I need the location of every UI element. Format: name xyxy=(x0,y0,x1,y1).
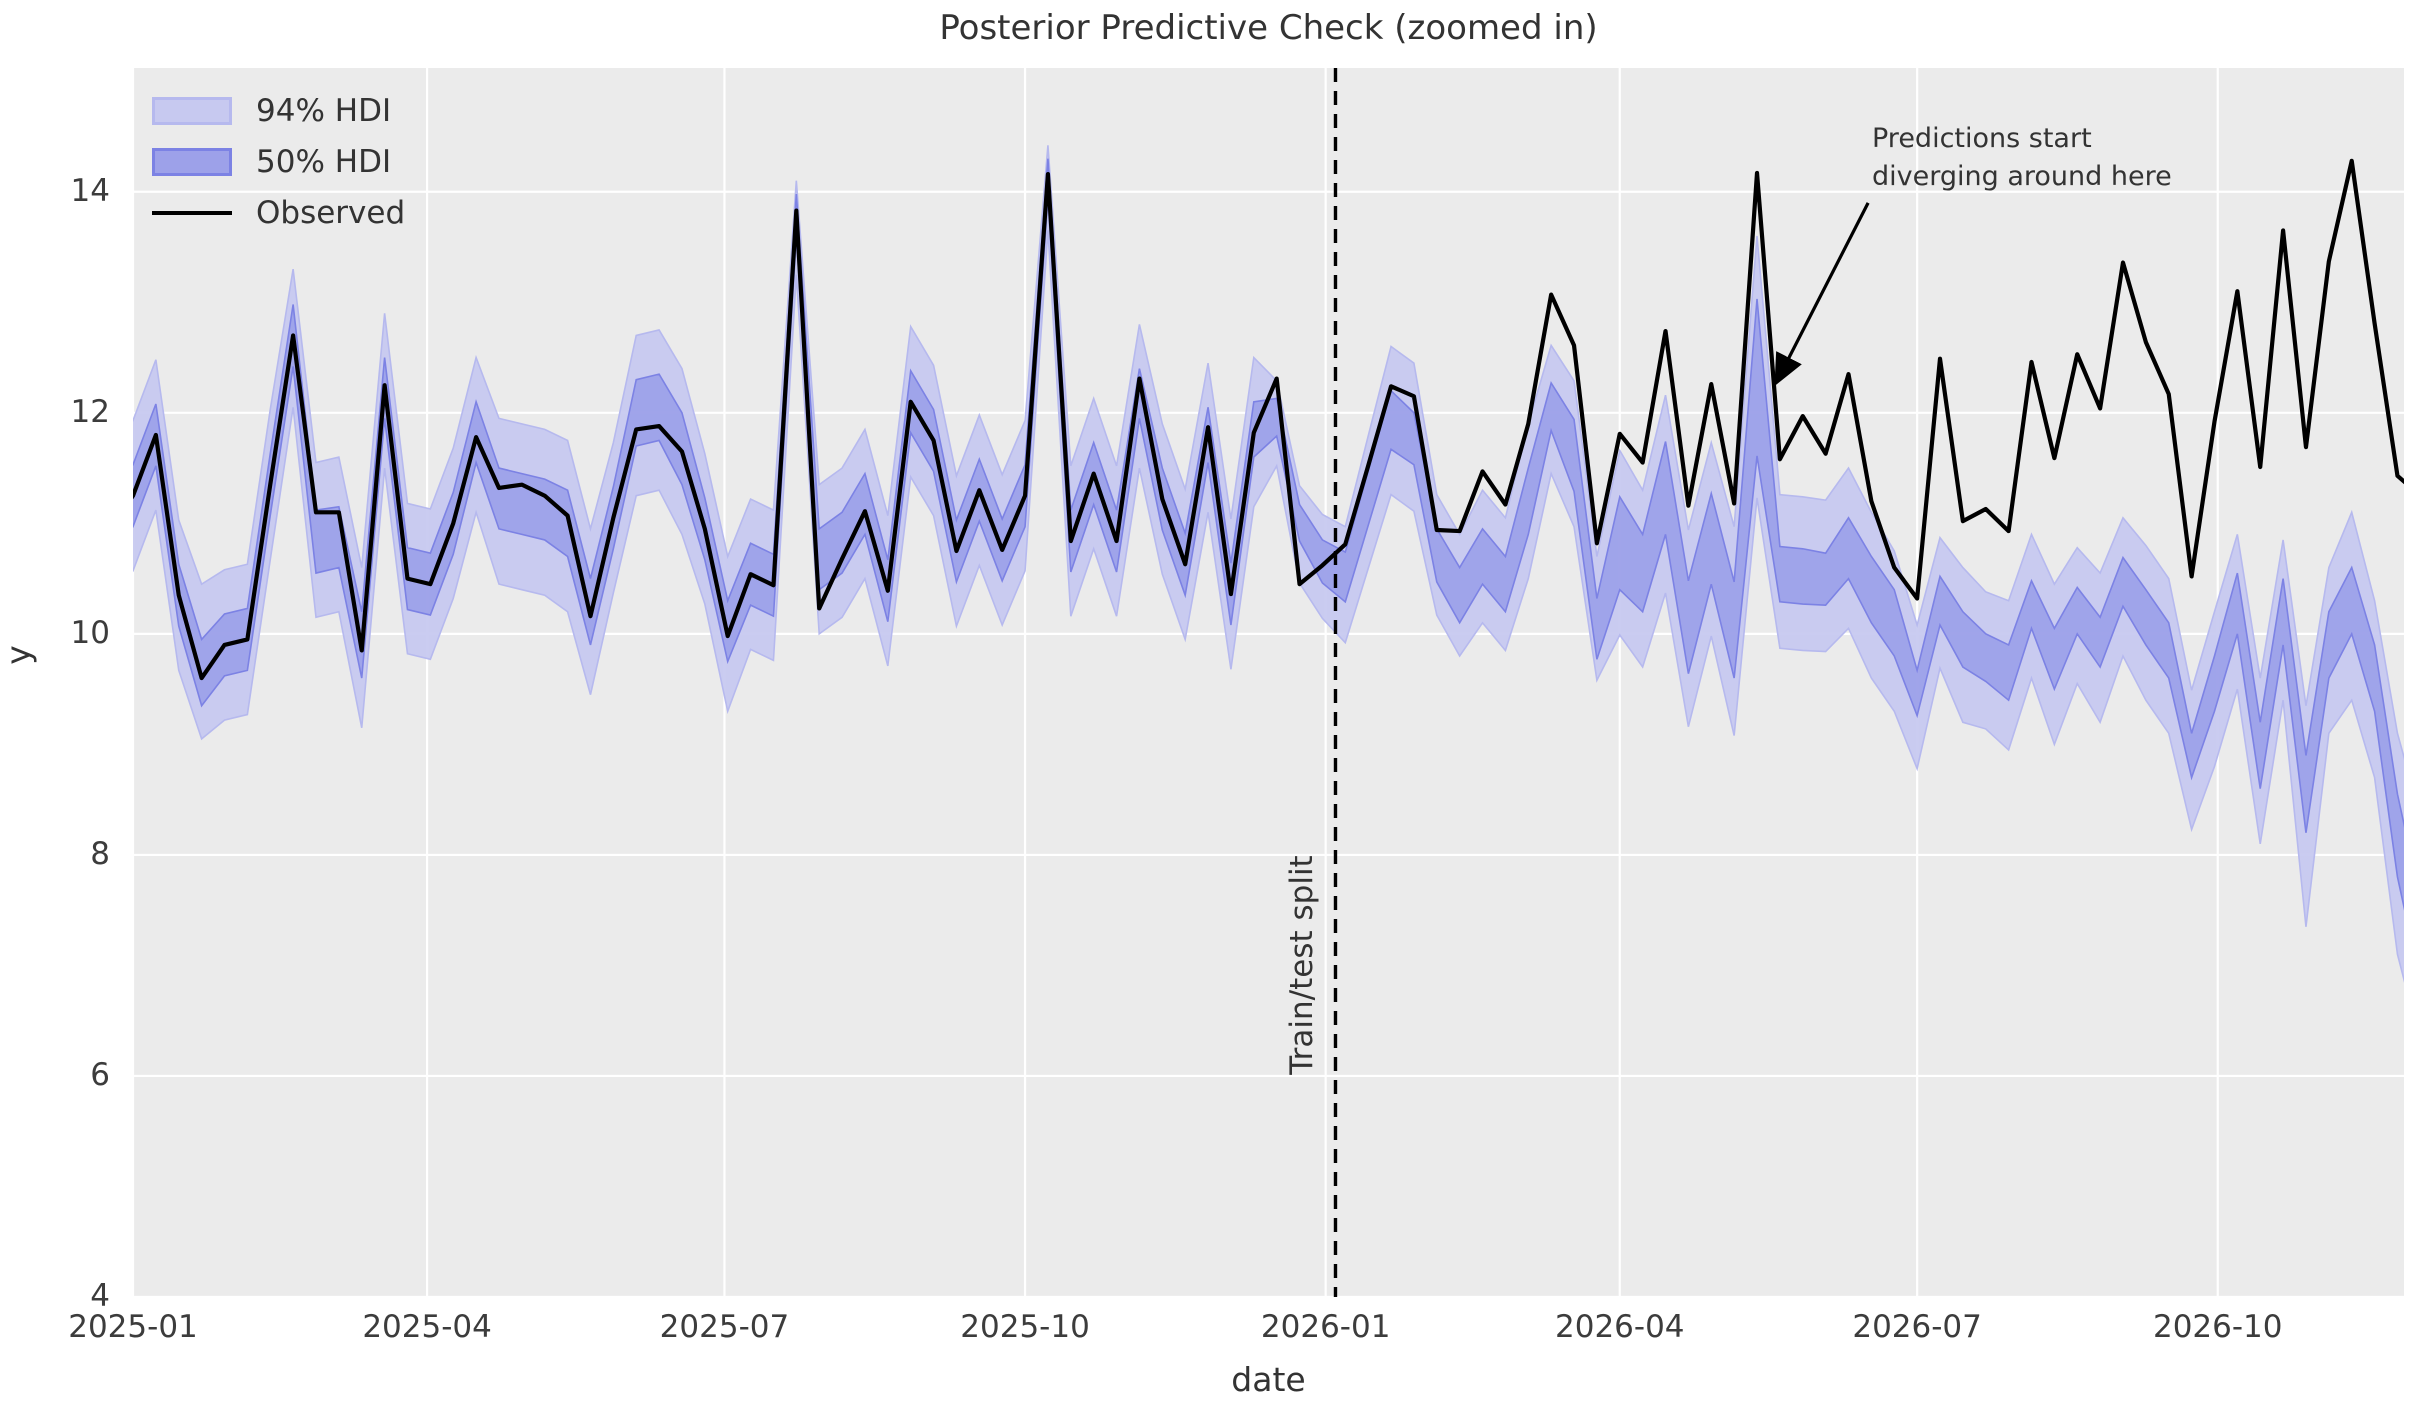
x-tick-label: 2025-07 xyxy=(659,1309,790,1345)
y-tick-label: 4 xyxy=(90,1278,110,1314)
x-tick-label: 2025-01 xyxy=(68,1309,198,1345)
gridlines xyxy=(131,68,2404,1299)
annotation-line-2: diverging around here xyxy=(1872,160,2172,192)
x-tick-label: 2025-04 xyxy=(362,1309,492,1345)
x-axis-label: date xyxy=(1231,1360,1306,1399)
train-test-split-label: Train/test split xyxy=(1284,855,1320,1075)
y-tick-label: 14 xyxy=(70,172,110,209)
x-tick-label: 2026-01 xyxy=(1260,1309,1391,1345)
hdi50-band xyxy=(133,158,2404,911)
legend-item-50-hdi: 50% HDI xyxy=(152,144,405,180)
y-tick-label: 6 xyxy=(90,1056,110,1093)
y-tick-label: 8 xyxy=(90,835,110,872)
hdi94-band xyxy=(133,145,2404,983)
x-tick-label: 2025-10 xyxy=(960,1309,1090,1345)
x-tick-label: 2026-04 xyxy=(1555,1309,1685,1345)
legend-label: Observed xyxy=(256,195,406,231)
legend-item-observed: Observed xyxy=(152,195,406,231)
legend-item-94-hdi: 94% HDI xyxy=(152,93,405,129)
annotation-line-1: Predictions start xyxy=(1872,123,2092,154)
annotation-text: Predictions start diverging around here xyxy=(1872,120,2172,196)
hdi94-swatch-icon xyxy=(152,97,232,125)
legend-label: 50% HDI xyxy=(256,144,392,180)
x-tick-label: 2026-10 xyxy=(2152,1309,2283,1345)
hdi50-swatch-icon xyxy=(152,148,232,176)
legend-label: 94% HDI xyxy=(256,93,392,129)
observed-line xyxy=(133,158,2404,681)
annotation-arrow xyxy=(1774,202,1870,387)
y-tick-label: 12 xyxy=(70,393,110,430)
legend: 94% HDI 50% HDI Observed xyxy=(152,93,406,231)
chart-title: Posterior Predictive Check (zoomed in) xyxy=(939,8,1598,48)
observed-line-swatch-icon xyxy=(152,211,232,215)
x-tick-label: 2026-07 xyxy=(1852,1309,1982,1345)
y-tick-label: 10 xyxy=(70,614,110,651)
